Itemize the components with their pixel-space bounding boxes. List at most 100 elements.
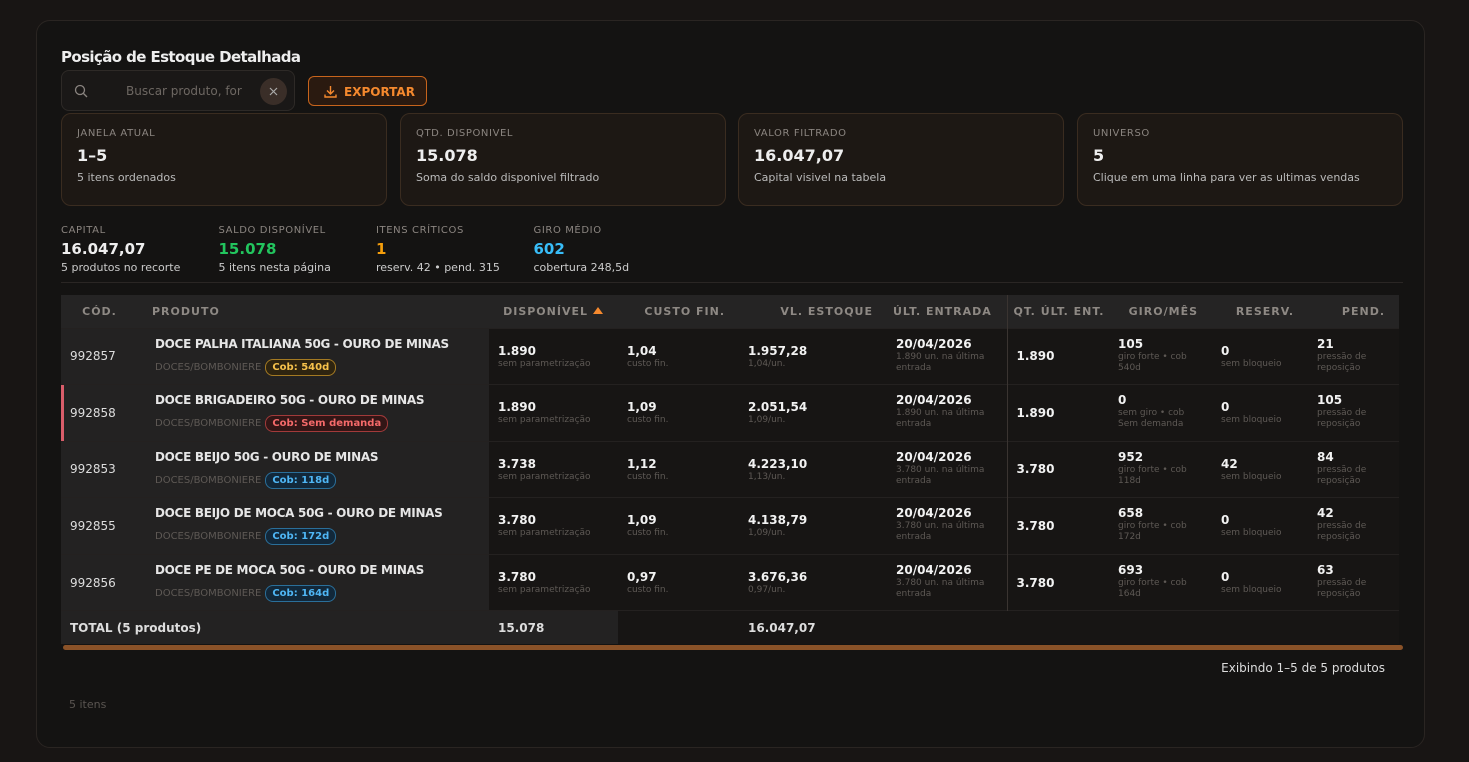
sort-arrow xyxy=(593,306,603,314)
stock-value: 2.051,54 xyxy=(748,400,808,415)
card-note: Capital visivel na tabela xyxy=(754,171,887,184)
stat: ITENS CRÍTICOS 1 reserv. 42 • pend. 315 xyxy=(376,225,533,274)
available-cell: 3.780 sem parametrização xyxy=(489,497,618,555)
column-header[interactable]: QT. ÚLT. ENT. xyxy=(1006,295,1109,328)
turnover-cell: 0 sem giro • cob Sem demanda xyxy=(1109,384,1212,442)
table-row[interactable]: 992856 DOCE PE DE MOCA 50G - OURO DE MINA… xyxy=(61,553,1399,611)
cost-note: custo fin. xyxy=(627,584,669,595)
product-cell: DOCE BEIJO DE MOCA 50G - OURO DE MINAS DO… xyxy=(146,497,489,555)
stock-value-note: 1,09/un. xyxy=(748,528,786,539)
category: DOCES/BOMBONIERE xyxy=(155,361,262,373)
summary-card: QTD. DISPONIVEL 15.078 Soma do saldo dispo… xyxy=(400,113,726,206)
stock-value-note: 0,97/un. xyxy=(748,584,786,595)
search-box[interactable]: Buscar produto, for xyxy=(61,70,295,111)
available-note: sem parametrização xyxy=(498,471,591,482)
column-header[interactable]: DISPONÍVEL xyxy=(489,295,618,328)
reserved: 42 xyxy=(1221,456,1238,471)
last-entry-cell: 20/04/2026 1.890 un. na última entrada xyxy=(887,384,1007,442)
product-name: DOCE BRIGADEIRO 50G - OURO DE MINAS xyxy=(155,393,425,408)
product-cell: DOCE PE DE MOCA 50G - OURO DE MINAS DOCES… xyxy=(146,553,489,611)
last-qty: 3.780 xyxy=(1006,553,1109,611)
last-entry-note: 3.780 un. na última entrada xyxy=(896,521,985,543)
card-label: QTD. DISPONIVEL xyxy=(416,128,514,139)
table-row[interactable]: 992857 DOCE PALHA ITALIANA 50G - OURO DE … xyxy=(61,327,1399,385)
stock-value-cell: 2.051,54 1,09/un. xyxy=(739,384,887,442)
product-name: DOCE BEIJO 50G - OURO DE MINAS xyxy=(155,449,379,464)
coverage-badge: Cob: Sem demanda xyxy=(265,415,389,433)
divider xyxy=(61,282,1403,283)
title: Posição de Estoque Detalhada xyxy=(61,48,301,66)
cost-note: custo fin. xyxy=(627,415,669,426)
card-value: 16.047,07 xyxy=(754,146,845,165)
available-note: sem parametrização xyxy=(498,415,591,426)
last-entry-note: 1.890 un. na última entrada xyxy=(896,351,985,373)
header-row: CÓD. PRODUTO DISPONÍVEL CUSTO FIN. VL. ESTOQ… xyxy=(61,295,1399,328)
turnover-note: giro forte • cob 118d xyxy=(1118,464,1187,486)
reserved-note: sem bloqueio xyxy=(1221,471,1282,482)
last-qty: 3.780 xyxy=(1006,440,1109,498)
stock-value: 1.957,28 xyxy=(748,343,808,358)
pending-note: pressão de reposição xyxy=(1317,521,1367,543)
available: 3.780 xyxy=(498,513,536,528)
cost-cell: 0,97 custo fin. xyxy=(618,553,739,611)
card-label: VALOR FILTRADO xyxy=(754,128,847,139)
available-note: sem parametrização xyxy=(498,358,591,369)
turnover-note: giro forte • cob 164d xyxy=(1118,577,1187,599)
column-header[interactable]: ÚLT. ENTRADA xyxy=(887,295,1007,328)
reserved-cell: 0 sem bloqueio xyxy=(1212,384,1308,442)
column-header[interactable]: CUSTO FIN. xyxy=(618,295,739,328)
scrollbar[interactable] xyxy=(63,645,1403,650)
category: DOCES/BOMBONIERE xyxy=(155,531,262,543)
last-qty: 3.780 xyxy=(1006,497,1109,555)
product-cell: DOCE BRIGADEIRO 50G - OURO DE MINAS DOCES… xyxy=(146,384,489,442)
cost: 1,09 xyxy=(627,513,657,528)
total-spacer xyxy=(887,610,1399,644)
stock-value-note: 1,04/un. xyxy=(748,358,786,369)
summary-card: UNIVERSO 5 Clique em uma linha para ver as… xyxy=(1077,113,1403,206)
category: DOCES/BOMBONIERE xyxy=(155,474,262,486)
last-entry-cell: 20/04/2026 3.780 un. na última entrada xyxy=(887,440,1007,498)
category-line: DOCES/BOMBONIERE Cob: Sem demanda xyxy=(155,415,481,433)
category-line: DOCES/BOMBONIERE Cob: 164d xyxy=(155,584,481,602)
code: 992856 xyxy=(61,553,146,611)
column-header[interactable]: PEND. xyxy=(1308,295,1399,328)
cost: 1,09 xyxy=(627,400,657,415)
column-header[interactable]: RESERV. xyxy=(1212,295,1308,328)
pending: 105 xyxy=(1317,393,1343,408)
pagination-info: Exibindo 1–5 de 5 produtos xyxy=(1221,661,1385,675)
cost-note: custo fin. xyxy=(627,358,669,369)
download-icon xyxy=(324,86,337,98)
table-row[interactable]: 992858 DOCE BRIGADEIRO 50G - OURO DE MINA… xyxy=(61,384,1399,442)
clear-button[interactable] xyxy=(260,78,287,105)
export-button[interactable]: EXPORTAR xyxy=(308,76,427,106)
card-note: Soma do saldo disponivel filtrado xyxy=(416,171,600,184)
code: 992857 xyxy=(61,327,146,385)
table-row[interactable]: 992853 DOCE BEIJO 50G - OURO DE MINAS DOCE… xyxy=(61,440,1399,498)
summary-card: VALOR FILTRADO 16.047,07 Capital visivel n… xyxy=(738,113,1064,206)
column-header[interactable]: PRODUTO xyxy=(146,295,489,328)
available-cell: 1.890 sem parametrização xyxy=(489,327,618,385)
item-count: 5 itens xyxy=(69,698,107,711)
column-header[interactable]: CÓD. xyxy=(61,295,146,328)
card-value: 1–5 xyxy=(77,146,108,165)
available-cell: 3.780 sem parametrização xyxy=(489,553,618,611)
turnover: 658 xyxy=(1118,506,1144,521)
stat-value: 1 xyxy=(376,240,387,258)
column-header[interactable]: VL. ESTOQUE xyxy=(739,295,887,328)
stat-label: SALDO DISPONÍVEL xyxy=(218,225,326,236)
pending-cell: 63 pressão de reposição xyxy=(1308,553,1399,611)
pending-note: pressão de reposição xyxy=(1317,577,1367,599)
column-header[interactable]: GIRO/MÊS xyxy=(1109,295,1212,328)
total-label: TOTAL (5 produtos) xyxy=(61,610,489,644)
coverage-badge: Cob: 118d xyxy=(265,471,337,489)
panel: Posição de Estoque Detalhada Buscar prod… xyxy=(36,20,1425,748)
product-name: DOCE BEIJO DE MOCA 50G - OURO DE MINAS xyxy=(155,506,443,521)
code: 992858 xyxy=(61,384,146,442)
pending-note: pressão de reposição xyxy=(1317,351,1367,373)
stat-label: CAPITAL xyxy=(61,225,106,236)
last-entry-cell: 20/04/2026 3.780 un. na última entrada xyxy=(887,497,1007,555)
table-row[interactable]: 992855 DOCE BEIJO DE MOCA 50G - OURO DE M… xyxy=(61,497,1399,555)
last-entry: 20/04/2026 xyxy=(896,449,972,464)
card-label: JANELA ATUAL xyxy=(77,128,156,139)
coverage-badge: Cob: 164d xyxy=(265,584,337,602)
